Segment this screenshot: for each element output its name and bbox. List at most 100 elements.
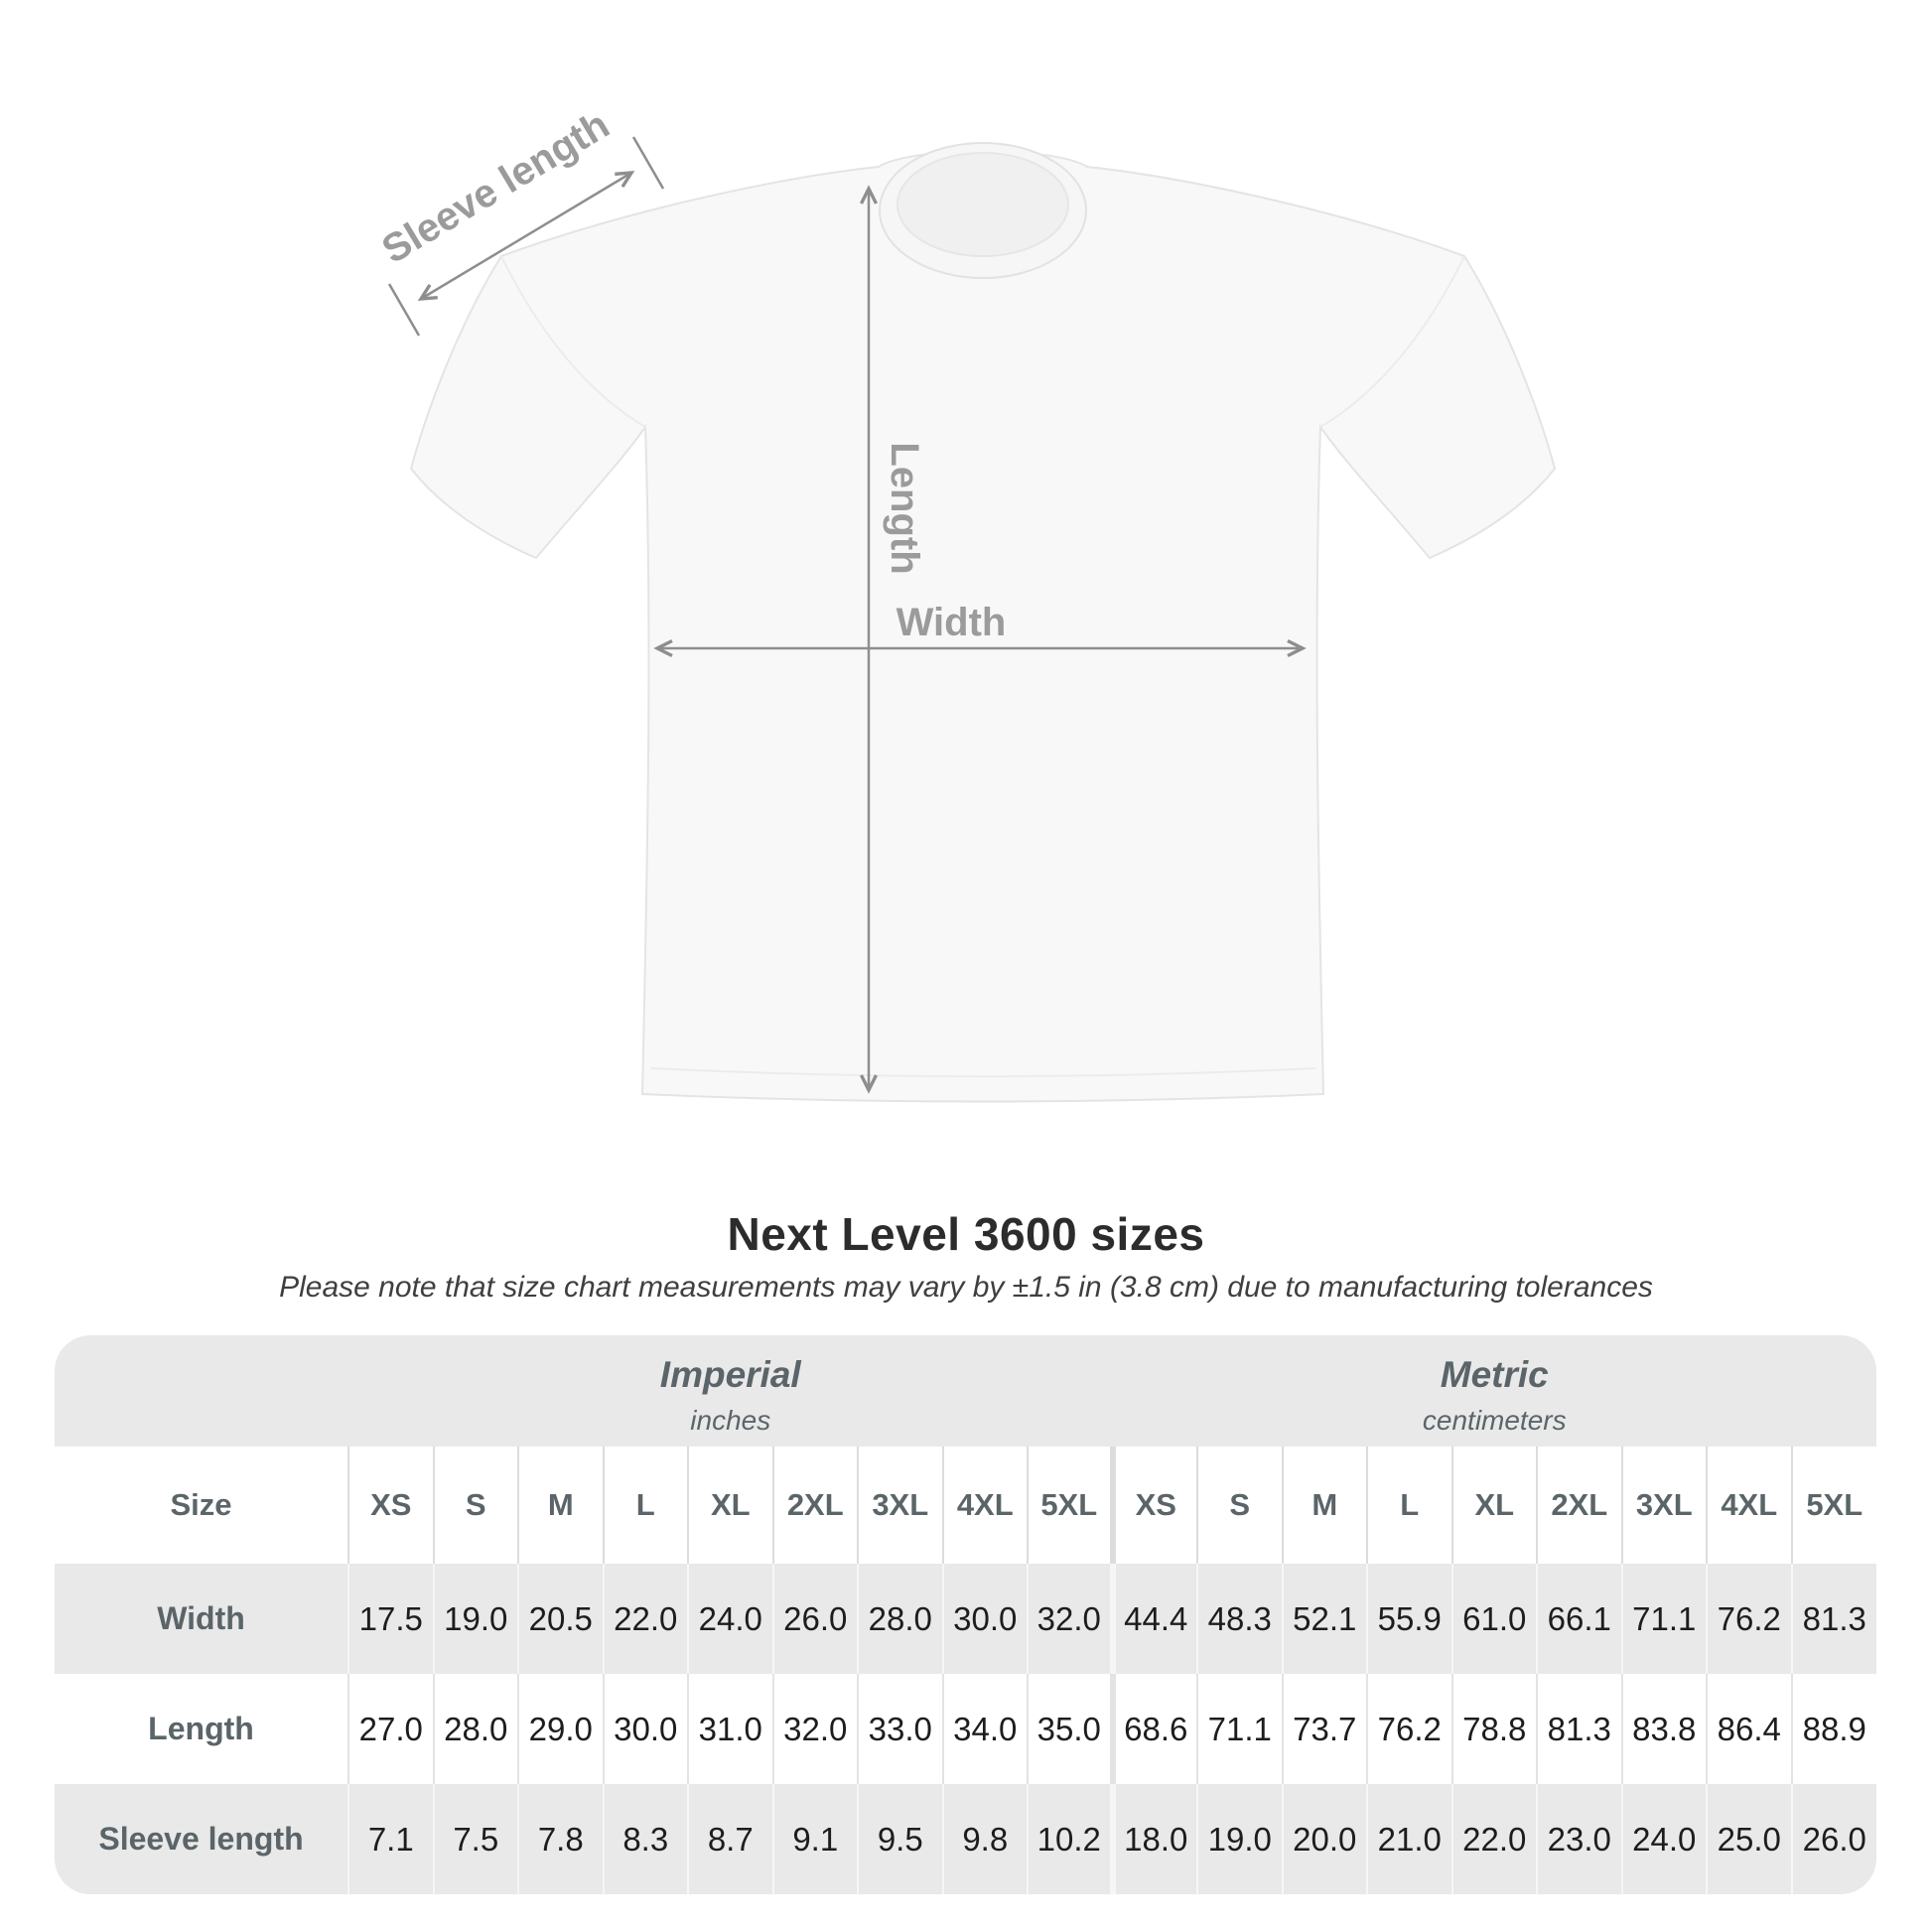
size-value-cell: 48.3 xyxy=(1196,1564,1283,1674)
size-value-cell: 9.5 xyxy=(857,1784,943,1894)
size-value-cell: 71.1 xyxy=(1620,1564,1707,1674)
size-value-cell: 19.0 xyxy=(1196,1784,1283,1894)
tshirt-measurement-diagram: Sleeve length Length Width xyxy=(374,103,1557,1103)
length-row: Length 27.0 28.0 29.0 30.0 31.0 32.0 33.… xyxy=(55,1674,1876,1784)
row-label-length: Length xyxy=(148,1711,254,1746)
metric-label: Metric xyxy=(1440,1354,1549,1396)
size-value-cell: 76.2 xyxy=(1366,1674,1452,1784)
size-value-cell: 21.0 xyxy=(1366,1784,1452,1894)
size-value-cell: 32.0 xyxy=(1027,1564,1113,1674)
size-header-cell: L xyxy=(602,1447,688,1564)
sleeve-length-tick-top xyxy=(631,136,665,190)
tolerance-note: Please note that size chart measurements… xyxy=(279,1271,1653,1304)
metric-unit: centimeters xyxy=(1422,1404,1567,1436)
size-header-cell: XL xyxy=(687,1447,773,1564)
size-header-cell: M xyxy=(517,1447,604,1564)
size-value-cell: 66.1 xyxy=(1536,1564,1622,1674)
size-value-cell: 18.0 xyxy=(1109,1784,1197,1894)
size-header-cell: XL xyxy=(1450,1447,1537,1564)
sleeve-length-tick-bottom xyxy=(387,283,421,337)
width-row: Width 17.5 19.0 20.5 22.0 24.0 26.0 28.0… xyxy=(55,1564,1876,1674)
sleeve-length-row: Sleeve length 7.1 7.5 7.8 8.3 8.7 9.1 9.… xyxy=(55,1784,1876,1894)
size-value-cell: 20.0 xyxy=(1281,1784,1367,1894)
row-label-sleeve-length: Sleeve length xyxy=(98,1821,304,1857)
size-value-cell: 55.9 xyxy=(1366,1564,1452,1674)
size-value-cell: 30.0 xyxy=(602,1674,688,1784)
size-header-cell: 5XL xyxy=(1790,1447,1876,1564)
size-value-cell: 81.3 xyxy=(1536,1674,1622,1784)
size-value-cell: 28.0 xyxy=(432,1674,518,1784)
size-header-cell: 3XL xyxy=(857,1447,943,1564)
imperial-label: Imperial xyxy=(659,1354,801,1396)
size-value-cell: 78.8 xyxy=(1450,1674,1537,1784)
unit-header-row: Imperial inches Metric centimeters xyxy=(55,1335,1876,1447)
size-value-cell: 81.3 xyxy=(1790,1564,1876,1674)
size-value-cell: 31.0 xyxy=(687,1674,773,1784)
unit-header-imperial: Imperial inches xyxy=(348,1335,1113,1447)
size-value-cell: 29.0 xyxy=(517,1674,604,1784)
size-header-cell: 2XL xyxy=(1536,1447,1622,1564)
size-value-cell: 10.2 xyxy=(1027,1784,1113,1894)
size-header-cell: 5XL xyxy=(1027,1447,1113,1564)
size-value-cell: 83.8 xyxy=(1620,1674,1707,1784)
size-column-header: Size xyxy=(170,1487,232,1522)
size-value-cell: 35.0 xyxy=(1027,1674,1113,1784)
size-header-row: Size XS S M L XL 2XL 3XL 4XL 5XL XS S M … xyxy=(55,1447,1876,1564)
size-value-cell: 28.0 xyxy=(857,1564,943,1674)
size-table: Imperial inches Metric centimeters Size … xyxy=(55,1335,1876,1894)
imperial-unit: inches xyxy=(690,1404,771,1436)
size-header-cell: L xyxy=(1366,1447,1452,1564)
tshirt-silhouette xyxy=(409,150,1557,1103)
size-value-cell: 30.0 xyxy=(941,1564,1028,1674)
size-value-cell: 23.0 xyxy=(1536,1784,1622,1894)
size-header-cell: 4XL xyxy=(1706,1447,1792,1564)
size-value-cell: 9.8 xyxy=(941,1784,1028,1894)
row-label-width: Width xyxy=(157,1600,245,1636)
length-label: Length xyxy=(883,442,926,574)
size-value-cell: 27.0 xyxy=(347,1674,434,1784)
size-value-cell: 20.5 xyxy=(517,1564,604,1674)
size-value-cell: 61.0 xyxy=(1450,1564,1537,1674)
size-header-cell: M xyxy=(1281,1447,1367,1564)
size-value-cell: 71.1 xyxy=(1196,1674,1283,1784)
width-label: Width xyxy=(897,601,1007,644)
size-value-cell: 7.5 xyxy=(432,1784,518,1894)
size-value-cell: 26.0 xyxy=(1790,1784,1876,1894)
size-value-cell: 26.0 xyxy=(771,1564,858,1674)
size-value-cell: 52.1 xyxy=(1281,1564,1367,1674)
size-value-cell: 22.0 xyxy=(1450,1784,1537,1894)
size-value-cell: 32.0 xyxy=(771,1674,858,1784)
collar-inner xyxy=(897,152,1069,257)
size-value-cell: 73.7 xyxy=(1281,1674,1367,1784)
size-value-cell: 19.0 xyxy=(432,1564,518,1674)
size-value-cell: 86.4 xyxy=(1706,1674,1792,1784)
page-title: Next Level 3600 sizes xyxy=(727,1208,1205,1260)
size-value-cell: 7.8 xyxy=(517,1784,604,1894)
size-value-cell: 8.7 xyxy=(687,1784,773,1894)
size-header-cell: XS xyxy=(1109,1447,1197,1564)
size-header-cell: 4XL xyxy=(941,1447,1028,1564)
size-value-cell: 7.1 xyxy=(347,1784,434,1894)
size-value-cell: 34.0 xyxy=(941,1674,1028,1784)
size-value-cell: 68.6 xyxy=(1109,1674,1197,1784)
size-header-cell: XS xyxy=(347,1447,434,1564)
size-value-cell: 76.2 xyxy=(1706,1564,1792,1674)
size-value-cell: 9.1 xyxy=(771,1784,858,1894)
size-value-cell: 33.0 xyxy=(857,1674,943,1784)
right-sleeve-seam xyxy=(1319,255,1465,428)
hem-stitch xyxy=(649,1067,1316,1078)
size-header-cell: S xyxy=(432,1447,518,1564)
sleeve-length-arrow xyxy=(417,171,635,301)
size-header-cell: S xyxy=(1196,1447,1283,1564)
unit-header-spacer xyxy=(55,1335,348,1447)
size-value-cell: 88.9 xyxy=(1790,1674,1876,1784)
size-value-cell: 22.0 xyxy=(602,1564,688,1674)
size-value-cell: 24.0 xyxy=(1620,1784,1707,1894)
size-value-cell: 44.4 xyxy=(1109,1564,1197,1674)
size-value-cell: 17.5 xyxy=(347,1564,434,1674)
unit-header-metric: Metric centimeters xyxy=(1113,1335,1877,1447)
size-value-cell: 25.0 xyxy=(1706,1784,1792,1894)
size-header-cell: 3XL xyxy=(1620,1447,1707,1564)
size-value-cell: 24.0 xyxy=(687,1564,773,1674)
